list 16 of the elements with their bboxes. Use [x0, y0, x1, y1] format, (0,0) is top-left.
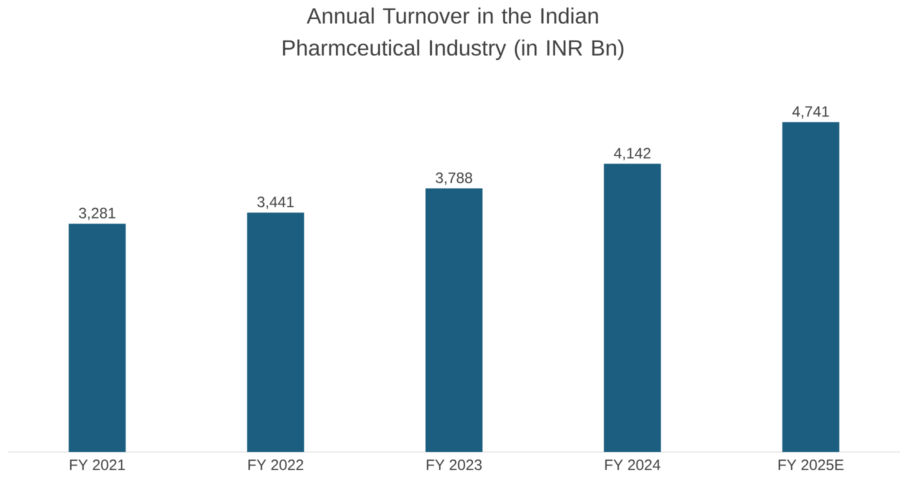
chart-title: Annual Turnover in the Indian Pharmceutical Industry (in INR Bn) — [283, 8, 624, 60]
x-tick-label: FY 2021 — [70, 460, 125, 470]
x-tick-label: FY 2022 — [248, 460, 304, 470]
x-tick-label: FY 2024 — [605, 460, 660, 470]
bar — [604, 164, 661, 452]
x-tick-label: FY 2023 — [426, 460, 482, 470]
data-label: 3,441 — [257, 196, 294, 210]
data-label: 3,788 — [436, 172, 472, 185]
x-tick-label: FY 2025E — [778, 460, 844, 470]
bar — [782, 122, 840, 452]
data-label: 3,281 — [79, 208, 116, 220]
data-label: 4,741 — [792, 106, 829, 119]
data-label: 4,142 — [614, 148, 650, 160]
bar — [426, 188, 483, 452]
bar — [247, 212, 304, 452]
bar — [68, 224, 126, 452]
